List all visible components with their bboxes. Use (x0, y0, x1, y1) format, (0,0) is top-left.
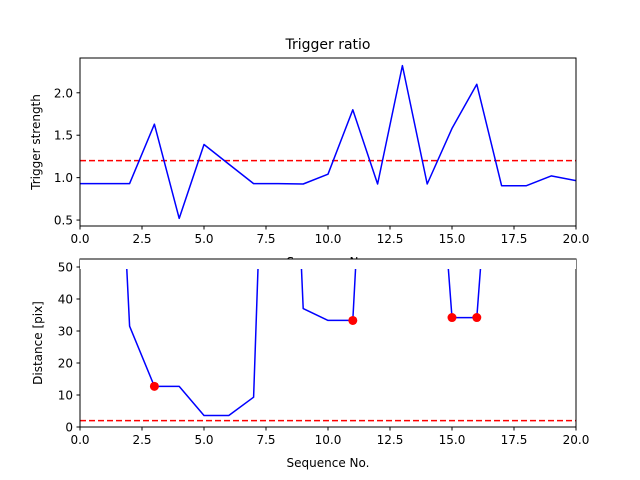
x-tick-label: 7.5 (256, 232, 275, 246)
plot-area (80, 64, 576, 220)
x-tick-label: 10.0 (315, 232, 342, 246)
y-tick-label: 20 (58, 357, 73, 371)
data-point-marker (348, 315, 358, 325)
x-tick-label: 20.0 (563, 232, 590, 246)
y-axis-label: Distance [pix] (31, 301, 45, 385)
x-axis-label: Sequence No. (287, 456, 370, 470)
x-tick-label: 5.0 (194, 232, 213, 246)
y-tick-label: 50 (58, 261, 73, 275)
x-axis-ticks: 0.0 2.5 5.0 7.5 10.0 12.5 15.0 17.5 20.0 (70, 226, 589, 246)
x-tick-label: 20.0 (563, 433, 590, 447)
y-axis-label: Trigger strength (29, 94, 43, 191)
chart-title: Trigger ratio (284, 37, 370, 53)
x-tick-label: 12.5 (377, 433, 404, 447)
chart-distance: 0.0 2.5 5.0 7.5 10.0 12.5 15.0 17.5 20.0 0 10 20 30… (31, 258, 589, 470)
x-tick-label: 0.0 (70, 433, 89, 447)
series-line (80, 64, 576, 220)
series-line (300, 259, 357, 322)
x-tick-label: 12.5 (377, 232, 404, 246)
y-tick-label: 2.0 (54, 86, 73, 100)
x-tick-label: 17.5 (501, 433, 528, 447)
y-tick-label: 1.0 (54, 171, 73, 185)
series-line (446, 259, 482, 319)
plot-area (80, 259, 576, 422)
axes-frame (79, 57, 577, 227)
y-axis-ticks: 0.5 1.0 1.5 2.0 (54, 86, 80, 228)
axes-frame (79, 258, 577, 428)
data-point-marker (472, 313, 482, 323)
y-tick-label: 10 (58, 389, 73, 403)
overlap-mask (80, 259, 576, 269)
x-tick-label: 2.5 (132, 433, 151, 447)
y-axis-ticks: 0 10 20 30 40 50 (58, 261, 80, 435)
x-tick-label: 10.0 (315, 433, 342, 447)
y-tick-label: 30 (58, 325, 73, 339)
x-tick-label: 17.5 (501, 232, 528, 246)
x-tick-label: 15.0 (439, 433, 466, 447)
x-axis-ticks: 0.0 2.5 5.0 7.5 10.0 12.5 15.0 17.5 20.0 (70, 427, 589, 447)
y-tick-label: 0.5 (54, 214, 73, 228)
chart-trigger-ratio: Trigger ratio 0.0 2.5 5.0 7.5 10.0 12.5 15.0 17… (29, 37, 589, 246)
data-point-marker (149, 381, 159, 391)
x-tick-label: 0.0 (70, 232, 89, 246)
y-tick-label: 40 (58, 293, 73, 307)
x-tick-label: 7.5 (256, 433, 275, 447)
series-line (125, 259, 260, 417)
x-tick-label: 5.0 (194, 433, 213, 447)
x-tick-label: 15.0 (439, 232, 466, 246)
x-tick-label: 2.5 (132, 232, 151, 246)
data-point-marker (447, 313, 457, 323)
y-tick-label: 1.5 (54, 129, 73, 143)
y-tick-label: 0 (65, 421, 73, 435)
